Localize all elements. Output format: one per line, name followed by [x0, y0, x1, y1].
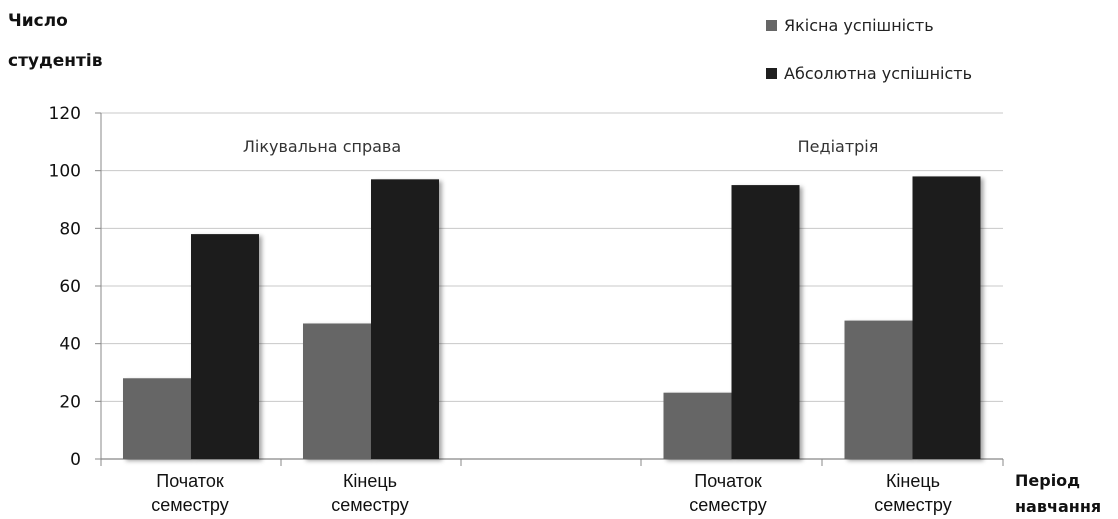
- bar-quality-2: [663, 392, 732, 459]
- y-tick-label-60: 60: [59, 277, 81, 297]
- x-axis-title-line-1: Період: [1015, 471, 1080, 490]
- legend-label-quality: Якісна успішність: [784, 16, 934, 35]
- y-tick-label-20: 20: [59, 392, 81, 412]
- category-label-g2-end-line-1: Кінець: [886, 471, 940, 491]
- category-label-g2-start-line-1: Початок: [694, 471, 762, 491]
- legend-swatch-quality: [766, 20, 777, 31]
- legend: Якісна успішність Абсолютна успішність: [766, 16, 972, 83]
- y-tick-label-100: 100: [49, 162, 81, 182]
- bar-absolute-2: [731, 185, 800, 460]
- category-label-g2-end-line-2: семестру: [874, 495, 951, 515]
- category-label-g1-end-line-2: семестру: [331, 495, 408, 515]
- y-tick-label-40: 40: [59, 335, 81, 355]
- group-label-pediatrics: Педіатрія: [798, 137, 879, 156]
- group-label-general-medicine: Лікувальна справа: [243, 137, 401, 156]
- category-label-g1-start-line-2: семестру: [151, 495, 228, 515]
- y-tick-label-80: 80: [59, 219, 81, 239]
- bar-absolute-3: [912, 176, 981, 459]
- bar-absolute-0: [191, 234, 259, 459]
- y-tick-label-120: 120: [49, 104, 81, 124]
- bar-absolute-1: [371, 179, 439, 460]
- bars: [123, 176, 981, 460]
- y-axis-title-line-1: Число: [8, 11, 68, 31]
- x-axis-title-line-2: навчання: [1015, 497, 1101, 516]
- category-label-g1-start-line-1: Початок: [156, 471, 224, 491]
- category-label-g1-end-line-1: Кінець: [343, 471, 397, 491]
- y-axis-title-line-2: студентів: [8, 51, 103, 71]
- y-tick-label-0: 0: [70, 450, 81, 470]
- bar-quality-1: [303, 323, 371, 459]
- bar-quality-0: [123, 378, 191, 459]
- category-label-g2-start-line-2: семестру: [689, 495, 766, 515]
- legend-label-absolute: Абсолютна успішність: [784, 64, 972, 83]
- bar-quality-3: [844, 320, 913, 459]
- legend-swatch-absolute: [766, 68, 777, 79]
